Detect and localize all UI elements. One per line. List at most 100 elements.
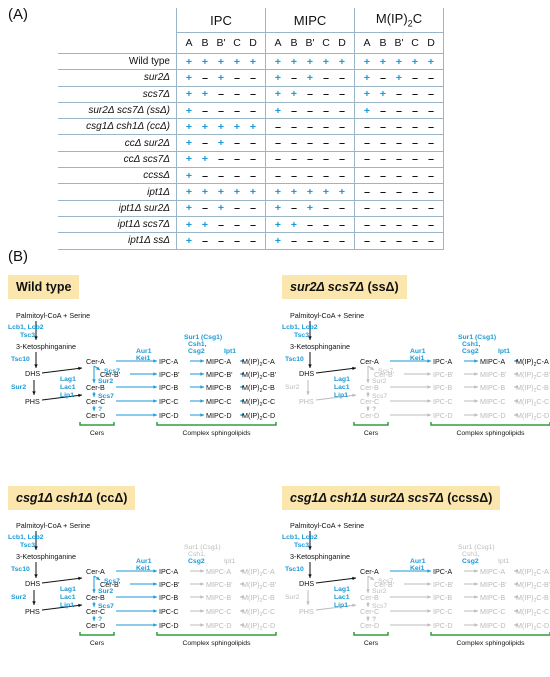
table-cell: + — [302, 200, 318, 217]
pathway-intermediate: PHS — [25, 607, 40, 616]
ceramide-label: Cer-A — [86, 357, 105, 366]
table-cell: + — [286, 86, 302, 103]
subcolumn-label: B — [197, 32, 213, 54]
enzyme-label: Tsc3 — [20, 332, 35, 339]
mipc-label: MIPC-D — [480, 621, 506, 630]
ceramide-label: Cer-B' — [100, 370, 121, 379]
arrow-head — [366, 589, 370, 593]
cers-label: Cers — [90, 430, 105, 437]
table-cell: – — [423, 151, 439, 169]
mipc-label: MIPC-C — [480, 397, 506, 406]
arrow-line — [41, 604, 83, 611]
table-cell: – — [245, 200, 261, 217]
mip2c-label: M(IP)2C-C — [242, 607, 275, 618]
cell-pad — [176, 200, 181, 217]
mip2c-label: M(IP)2C-A — [516, 357, 549, 368]
table-cell: + — [229, 183, 245, 201]
genotype-label: ccΔ sur2Δ — [58, 134, 177, 152]
table-cell: – — [407, 167, 423, 185]
panel-title-suffix: (ssΔ) — [364, 280, 399, 294]
enzyme-label: Scs7 — [372, 393, 387, 400]
cell-pad — [265, 200, 270, 217]
table-cell: – — [334, 200, 350, 217]
table-cell: – — [334, 167, 350, 185]
enzyme-label: Lcb1, Lcb2 — [282, 324, 318, 331]
enzyme-label: ? — [98, 616, 102, 623]
cell-pad — [261, 102, 266, 120]
mipc-label: MIPC-B — [206, 383, 231, 392]
table-cell: + — [181, 134, 197, 152]
arrow-head — [474, 385, 478, 389]
table-cell: – — [359, 151, 375, 169]
bracket-cers — [353, 422, 389, 426]
table-cell: – — [359, 216, 375, 234]
table-row: ccssΔ + – – – – – – – – – – – – – – — [58, 167, 444, 185]
ipc-label: IPC-A — [159, 357, 178, 366]
subcolumn-label: B' — [391, 32, 407, 54]
arrow-head — [474, 609, 478, 613]
arrow-head — [352, 366, 356, 371]
arrow-head — [427, 609, 431, 613]
table-cell: + — [318, 183, 334, 201]
arrow-head — [92, 603, 96, 607]
row-header-empty — [58, 32, 177, 54]
enzyme-label: Tsc10 — [11, 566, 30, 573]
panel-a-label: (A) — [8, 6, 28, 23]
table-cell: – — [375, 69, 391, 87]
table-cell: + — [286, 216, 302, 234]
table-cell: – — [302, 151, 318, 169]
arrow-head — [474, 623, 478, 627]
table-row: ipt1Δ sur2Δ + – + – – + – + – – – – – – – — [58, 200, 444, 217]
table-cell: – — [359, 167, 375, 185]
subcolumn-label: C — [229, 32, 245, 54]
table-cell: – — [423, 167, 439, 185]
cell-pad — [439, 167, 444, 185]
enzyme-label: Sur2 — [11, 594, 26, 601]
cell-pad — [176, 86, 181, 103]
arrow-head — [427, 582, 431, 586]
table-cell: + — [334, 183, 350, 201]
arrow-head — [32, 391, 36, 395]
cell-pad — [176, 69, 181, 87]
arrow-head — [200, 372, 204, 376]
enzyme-label: Csh1, — [462, 551, 480, 558]
arrow-head — [240, 359, 244, 363]
cell-pad — [350, 53, 355, 71]
cell-pad — [354, 102, 359, 120]
cell-pad — [354, 167, 359, 185]
enzyme-label: Tsc10 — [285, 566, 304, 573]
arrow-head — [32, 601, 36, 605]
table-cell: + — [245, 53, 261, 71]
table-cell: – — [375, 102, 391, 120]
arrow-head — [153, 595, 157, 599]
cell-pad — [354, 232, 359, 250]
table-cell: – — [407, 232, 423, 250]
arrow-head — [514, 413, 518, 417]
table-cell: – — [229, 134, 245, 152]
table-cell: – — [270, 134, 286, 152]
mip2c-label: M(IP)2C-A — [242, 567, 275, 578]
cell-pad — [261, 32, 266, 54]
genotype-table: IPC MIPC M(IP)2C A B B' C D A B B' C D A B B' C D Wild … — [58, 8, 444, 250]
table-cell: – — [359, 200, 375, 217]
table-cell: + — [270, 69, 286, 87]
table-cell: – — [318, 102, 334, 120]
arrow-head — [200, 609, 204, 613]
arrow-head — [474, 595, 478, 599]
mipc-label: MIPC-A — [206, 567, 231, 576]
table-cell: – — [407, 151, 423, 169]
mip2c-label: M(IP)2C-B' — [242, 580, 277, 591]
mipc-label: MIPC-B — [206, 593, 231, 602]
table-cell: + — [197, 151, 213, 169]
arrow-head — [153, 582, 157, 586]
enzyme-label: Scs7 — [98, 393, 114, 400]
mipc-label: MIPC-B' — [480, 580, 507, 589]
enzyme-label: Aur1 — [136, 558, 152, 565]
table-cell: + — [270, 102, 286, 120]
arrow-head — [34, 336, 38, 340]
cell-pad — [350, 216, 355, 234]
enzyme-label: Aur1 — [136, 348, 152, 355]
cell-pad — [354, 216, 359, 234]
table-cell: – — [375, 200, 391, 217]
cell-pad — [176, 151, 181, 169]
